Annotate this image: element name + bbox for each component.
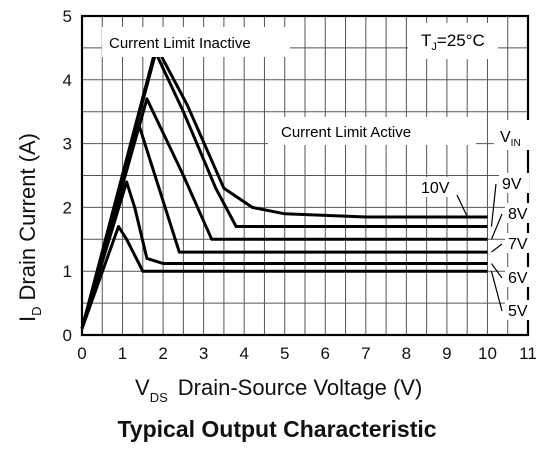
- x-tick-label: 1: [118, 344, 127, 363]
- x-tick-label: 3: [199, 344, 208, 363]
- series-label-5v: 5V: [508, 303, 528, 320]
- junction-temperature-label: TJ=25°C: [421, 31, 485, 53]
- y-axis-sub: D: [29, 306, 44, 315]
- y-tick-label: 5: [63, 7, 72, 26]
- vin-main: V: [500, 129, 511, 146]
- tick-labels: 0 1 2 3 4 5 6 7 8 9 10 11 0 1 2 3 4 5: [63, 7, 537, 363]
- tj-main: T: [421, 31, 431, 50]
- series-line-8v: [80, 97, 488, 330]
- tj-value: =25°C: [437, 31, 485, 50]
- leader-line-10v: [456, 194, 468, 218]
- series-line-6v: [80, 180, 488, 330]
- series-label-9v: 9V: [502, 176, 522, 193]
- tj-sub: J: [431, 41, 437, 53]
- series-line-5v: [80, 225, 488, 330]
- tj-label-bg: [408, 23, 498, 59]
- series-label-8v: 8V: [508, 206, 528, 223]
- series-label-bg: [505, 203, 535, 223]
- x-tick-label: 5: [280, 344, 289, 363]
- x-tick-label: 11: [519, 344, 537, 363]
- series-line-10v: [80, 46, 488, 329]
- x-axis-text: Drain-Source Voltage (V): [178, 375, 423, 400]
- x-axis-main: V: [135, 375, 150, 400]
- vin-sub: IN: [511, 138, 521, 149]
- y-tick-label: 4: [63, 71, 72, 90]
- leader-line-6v: [490, 263, 503, 279]
- leader-line-5v: [490, 271, 503, 312]
- series-label-bg: [505, 233, 535, 253]
- y-axis-text: Drain Current (A): [15, 133, 40, 300]
- active-label-bg: [268, 117, 476, 145]
- series-label-6v: 6V: [508, 270, 528, 287]
- vin-label-bg: [494, 120, 536, 150]
- y-tick-label: 2: [63, 198, 72, 217]
- y-tick-label: 1: [63, 262, 72, 281]
- series-label-bg: [505, 267, 535, 287]
- series-labels: 5V 6V 7V 8V 9V 10V: [418, 173, 535, 320]
- y-axis-main: I: [15, 316, 40, 322]
- x-tick-label: 4: [239, 344, 248, 363]
- leader-line-8v: [490, 213, 503, 240]
- inactive-label-bg: [102, 27, 290, 57]
- series-curves: [80, 46, 488, 330]
- x-tick-label: 10: [478, 344, 497, 363]
- x-tick-label: 2: [158, 344, 167, 363]
- chart-title: Typical Output Characteristic: [117, 416, 436, 442]
- series-label-bg: [418, 177, 448, 197]
- current-limit-active-label: Current Limit Active: [281, 124, 411, 141]
- x-tick-label: 7: [361, 344, 370, 363]
- x-tick-label: 8: [402, 344, 411, 363]
- series-label-bg: [499, 173, 529, 193]
- x-tick-label: 9: [442, 344, 451, 363]
- x-axis-label: VDS Drain-Source Voltage (V): [135, 375, 422, 405]
- y-tick-label: 3: [63, 135, 72, 154]
- y-axis-label: ID Drain Current (A): [15, 133, 44, 322]
- x-tick-label: 0: [77, 344, 86, 363]
- x-tick-label: 6: [321, 344, 330, 363]
- x-axis-sub: DS: [150, 390, 168, 405]
- series-label-10v: 10V: [421, 180, 450, 197]
- leader-line-9v: [490, 183, 497, 227]
- leader-line-7v: [491, 243, 503, 253]
- y-tick-label: 0: [63, 326, 72, 345]
- vin-legend-title: VIN: [500, 129, 521, 149]
- grid-lines: [81, 15, 529, 336]
- series-label-7v: 7V: [508, 236, 528, 253]
- current-limit-inactive-label: Current Limit Inactive: [109, 35, 251, 52]
- label-leader-lines: [456, 183, 503, 312]
- series-label-bg: [505, 300, 535, 320]
